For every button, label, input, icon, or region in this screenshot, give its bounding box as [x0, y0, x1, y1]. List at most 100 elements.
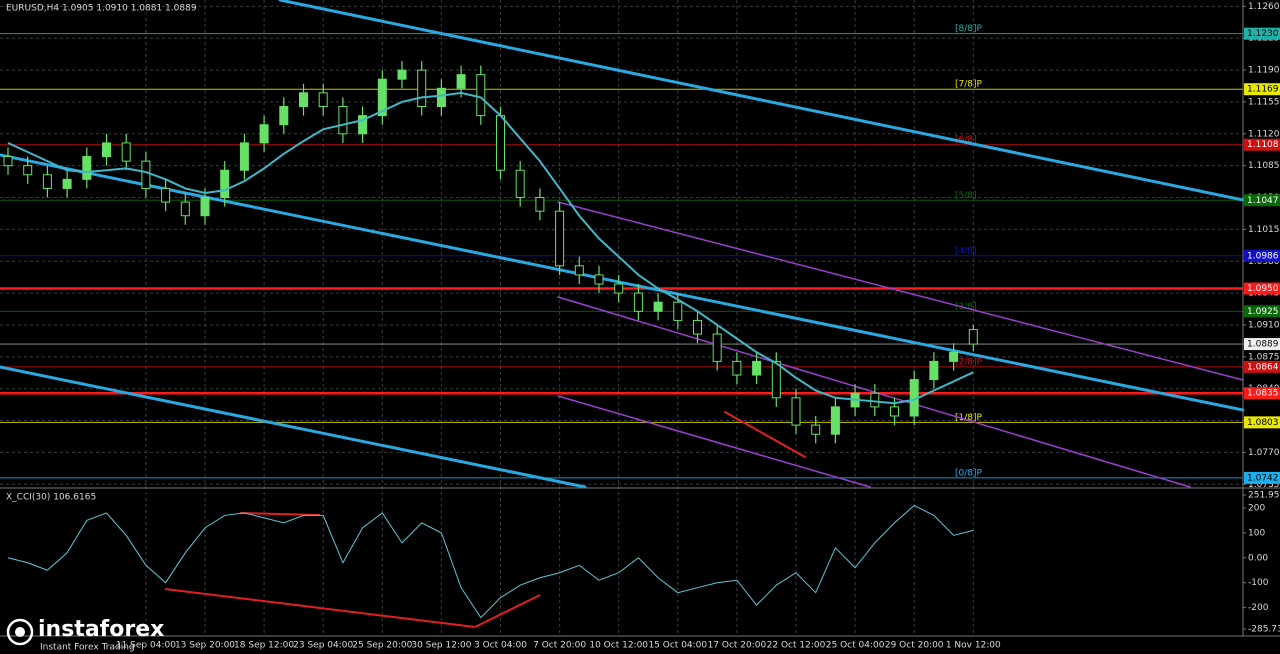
y-tick-label: 251.9531 — [1248, 491, 1280, 501]
price-label: 1.1108 — [1247, 140, 1279, 150]
channel-line — [278, 0, 1245, 202]
indicator-title: X_CCI(30) 106.6165 — [6, 493, 96, 503]
candle-body — [752, 360, 762, 376]
x-tick-label: 30 Sep 12:00 — [411, 641, 471, 651]
level-tag: [3/8] — [955, 302, 977, 312]
x-tick-label: 29 Oct 20:00 — [885, 641, 944, 651]
candle-body — [279, 106, 289, 126]
x-tick-label: 18 Sep 12:00 — [234, 641, 294, 651]
candle-body — [377, 78, 387, 117]
price-label-box — [1244, 471, 1280, 484]
channel-line — [557, 395, 871, 488]
y-tick-label: -100 — [1248, 578, 1269, 588]
logo-icon — [6, 618, 34, 646]
candle-body — [515, 169, 525, 199]
candle-body — [200, 197, 210, 217]
candle-body — [318, 92, 328, 108]
candle-body — [82, 156, 92, 180]
level-tag: [8/8]P — [955, 24, 983, 34]
y-tick-label: 1.0735 — [1248, 480, 1280, 490]
y-tick-label: 100 — [1248, 528, 1265, 538]
candle-body — [830, 406, 840, 435]
price-label-box — [1244, 305, 1280, 318]
chart-subtitle: 1.0905 1.0910 1.0881 1.0889 — [62, 4, 197, 14]
channel-line — [0, 365, 587, 489]
divergence-line — [239, 512, 321, 516]
chart-title: EURUSD,H4 — [6, 4, 59, 14]
candle-body — [555, 210, 565, 267]
level-tag: [4/8] — [955, 246, 977, 256]
cci-panel: 251.9531 200 100 0.00 -100 -200 -285.734 — [7, 491, 1280, 635]
price-label: 1.0742 — [1247, 473, 1279, 483]
candle-body — [574, 265, 584, 276]
price-label-box — [1244, 27, 1280, 40]
candle-body — [732, 360, 742, 376]
level-tag: [1/8]P — [955, 413, 983, 423]
candle-body — [180, 201, 190, 217]
level-tag: [6/8] — [955, 135, 977, 145]
logo-name: instaforex — [38, 617, 164, 642]
candle-body — [62, 178, 72, 189]
candle-body — [358, 115, 368, 135]
y-tick-label: 1.0910 — [1248, 320, 1280, 330]
x-tick-label: 25 Oct 04:00 — [826, 641, 885, 651]
levels: [8/8]P [7/8]P [6/8] [5/8] [4/8] [3/8] [2/8]P [1… — [0, 24, 1243, 479]
candle-body — [476, 74, 486, 117]
candle-body — [496, 115, 505, 171]
candle-body — [594, 274, 604, 285]
price-axis: 1.12601.12251.11901.11551.11201.10851.10… — [1243, 2, 1280, 490]
divergence-line — [724, 411, 806, 458]
price-label: 1.0864 — [1247, 362, 1279, 372]
y-tick-label: 0.00 — [1248, 553, 1268, 563]
price-label-box — [1244, 282, 1280, 295]
candle-body — [693, 319, 702, 335]
x-tick-label: 10 Oct 12:00 — [589, 641, 648, 651]
x-tick-label: 25 Sep 20:00 — [352, 641, 412, 651]
divergence-line — [474, 594, 541, 628]
logo-tagline: Instant Forex Trading — [40, 643, 135, 653]
y-tick-label: 200 — [1248, 503, 1265, 513]
candle-body — [811, 424, 821, 435]
price-label-box — [1244, 138, 1280, 151]
candle-body — [673, 301, 683, 321]
candle-body — [102, 142, 111, 158]
candle-body — [456, 74, 466, 89]
candle-body — [141, 160, 151, 189]
candle-body — [436, 87, 446, 108]
x-tick-label: 17 Oct 20:00 — [708, 641, 767, 651]
y-tick-label: 1.0875 — [1248, 352, 1280, 362]
candles — [3, 60, 978, 444]
price-label-box — [1244, 360, 1280, 373]
level-tag: [5/8] — [955, 191, 977, 201]
price-label: 1.0835 — [1247, 389, 1279, 399]
x-tick-label: 1 Nov 12:00 — [946, 641, 1001, 651]
y-tick-label: 1.1260 — [1248, 2, 1280, 12]
logo: instaforex Instant Forex Trading — [6, 617, 164, 653]
y-tick-label: 1.1085 — [1248, 161, 1280, 171]
candle-body — [259, 124, 269, 144]
price-label: 1.0986 — [1247, 251, 1279, 261]
candle-body — [791, 397, 801, 426]
candle-body — [417, 69, 427, 108]
x-tick-label: 15 Oct 04:00 — [648, 641, 707, 651]
candle-body — [121, 142, 131, 162]
x-tick-label: 22 Oct 12:00 — [767, 641, 826, 651]
candle-body — [929, 360, 939, 381]
x-tick-label: 11 Sep 04:00 — [116, 641, 176, 651]
y-tick-label: 1.0770 — [1248, 448, 1280, 458]
cci-line — [7, 504, 974, 619]
candle-body — [614, 283, 624, 294]
logo-icon — [15, 627, 25, 637]
price-label: 1.1169 — [1247, 85, 1279, 95]
y-tick-label: 1.1120 — [1248, 129, 1280, 139]
cci-divergence — [164, 512, 541, 628]
price-label: 1.1230 — [1247, 29, 1279, 39]
candle-body — [771, 360, 781, 399]
price-label-box — [1244, 249, 1280, 262]
price-label-box — [1244, 387, 1280, 400]
channel-line — [557, 201, 1244, 381]
price-label-box — [1244, 83, 1280, 96]
